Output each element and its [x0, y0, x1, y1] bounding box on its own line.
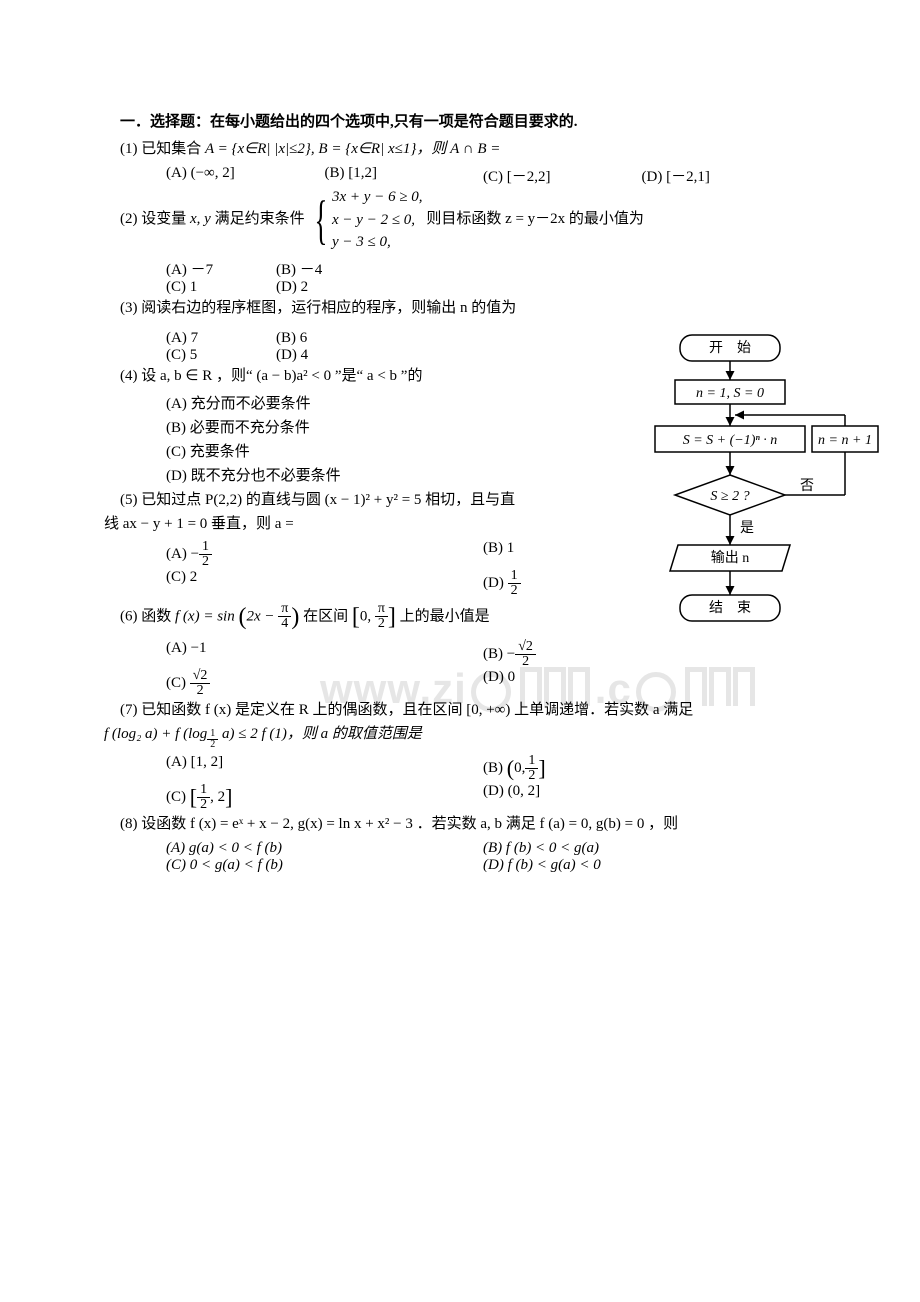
- q2-options-row2: (C) 1 (D) 2: [120, 279, 800, 296]
- q4-option-d: (D) 既不充分也不必要条件: [166, 464, 800, 488]
- q8-option-b: (B) f (b) < 0 < g(a): [483, 840, 800, 857]
- q2-constraint-2: x − y − 2 ≤ 0,: [332, 212, 415, 228]
- q3-options-row2: (C) 5 (D) 4: [120, 347, 800, 364]
- q6-option-c: (C) √22: [166, 669, 483, 698]
- q4-option-b: (B) 必要而不充分条件: [166, 416, 800, 440]
- q2-stem-prefix: (2) 设变量: [120, 211, 190, 227]
- q7-option-a: (A) [1, 2]: [166, 754, 483, 783]
- q8-options: (A) g(a) < 0 < f (b) (B) f (b) < 0 < g(a…: [120, 840, 800, 874]
- q7-option-d: (D) (0, 2]: [483, 783, 800, 812]
- q8-option-a: (A) g(a) < 0 < f (b): [166, 840, 483, 857]
- q1-options: (A) (−∞, 2] (B) [1,2] (C) [－2,2] (D) [－2…: [120, 165, 800, 186]
- q2-option-c: (C) 1: [166, 279, 276, 296]
- q5-option-a: (A) −12: [166, 540, 483, 569]
- q2-options-row1: (A) －7 (B) －4: [120, 258, 800, 279]
- q5-options: (A) −12 (B) 1 (C) 2 (D) 12: [120, 540, 800, 598]
- q4-option-c: (C) 充要条件: [166, 440, 800, 464]
- q2-constraint-1: 3x + y − 6 ≥ 0,: [332, 189, 423, 205]
- q4-options: (A) 充分而不必要条件 (B) 必要而不充分条件 (C) 充要条件 (D) 既…: [120, 392, 800, 488]
- q1-option-c: (C) [－2,2]: [483, 165, 642, 186]
- q6-option-d: (D) 0: [483, 669, 800, 698]
- q8-option-c: (C) 0 < g(a) < f (b): [166, 857, 483, 874]
- question-8: (8) 设函数 f (x) = eˣ + x − 2, g(x) = ln x …: [120, 812, 800, 836]
- question-5: (5) 已知过点 P(2,2) 的直线与圆 (x − 1)² + y² = 5 …: [120, 488, 800, 536]
- q2-stem-suffix: 则目标函数 z = y－2x 的最小值为: [426, 211, 644, 227]
- q6-option-a: (A) −1: [166, 640, 483, 669]
- q6-fx: f (x) = sin: [175, 608, 235, 624]
- q6-options: (A) −1 (B) −√22 (C) √22 (D) 0: [120, 640, 800, 698]
- q3-option-a: (A) 7: [166, 330, 276, 347]
- q7-option-c: (C) [12, 2]: [166, 783, 483, 812]
- q1-stem-prefix: (1) 已知集合: [120, 141, 205, 157]
- q7-line1: (7) 已知函数 f (x) 是定义在 R 上的偶函数，且在区间 [0, +∞)…: [120, 702, 693, 718]
- q2-xy: x, y: [190, 211, 211, 227]
- q2-stem-mid2: 满足约束条件: [211, 211, 305, 227]
- q2-option-b: (B) －4: [276, 258, 322, 279]
- q3-option-d: (D) 4: [276, 347, 308, 364]
- question-4: (4) 设 a, b ∈ R ，则“ (a − b)a² < 0 ”是“ a <…: [120, 364, 800, 388]
- q5-option-c: (C) 2: [166, 569, 483, 598]
- q5-option-d: (D) 12: [483, 569, 800, 598]
- q1-stem-math: A = {x∈R| |x|≤2}, B = {x∈R| x≤1}，则 A ∩ B…: [205, 141, 500, 157]
- question-3: (3) 阅读右边的程序框图，运行相应的程序，则输出 n 的值为: [120, 296, 800, 320]
- q6-option-b: (B) −√22: [483, 640, 800, 669]
- q5-line2: 线 ax − y + 1 = 0 垂直，则 a =: [104, 516, 294, 532]
- q4-option-a: (A) 充分而不必要条件: [166, 392, 800, 416]
- q2-constraint-3: y − 3 ≤ 0,: [332, 234, 391, 250]
- svg-text:n = n + 1: n = n + 1: [818, 433, 872, 448]
- q8-option-d: (D) f (b) < g(a) < 0: [483, 857, 800, 874]
- svg-text:否: 否: [800, 479, 814, 494]
- question-2: (2) 设变量 x, y 满足约束条件 { 3x + y − 6 ≥ 0, x …: [120, 186, 800, 254]
- q3-options-row1: (A) 7 (B) 6: [120, 330, 800, 347]
- question-7: (7) 已知函数 f (x) 是定义在 R 上的偶函数，且在区间 [0, +∞)…: [120, 698, 800, 750]
- q2-option-a: (A) －7: [166, 258, 276, 279]
- q6-prefix: (6) 函数: [120, 608, 175, 624]
- q5-line1: (5) 已知过点 P(2,2) 的直线与圆 (x − 1)² + y² = 5 …: [120, 492, 515, 508]
- q1-option-d: (D) [－2,1]: [642, 165, 801, 186]
- question-1: (1) 已知集合 A = {x∈R| |x|≤2}, B = {x∈R| x≤1…: [120, 137, 800, 161]
- q1-option-a: (A) (−∞, 2]: [166, 165, 325, 186]
- q7-option-b: (B) (0,12]: [483, 754, 800, 783]
- q4-stem: (4) 设 a, b ∈ R ，则“ (a − b)a² < 0 ”是“ a <…: [120, 368, 422, 384]
- q1-option-b: (B) [1,2]: [325, 165, 484, 186]
- q7-options: (A) [1, 2] (B) (0,12] (C) [12, 2] (D) (0…: [120, 754, 800, 812]
- q3-option-c: (C) 5: [166, 347, 276, 364]
- q2-option-d: (D) 2: [276, 279, 308, 296]
- question-6: (6) 函数 f (x) = sin (2x − π4) 在区间 [0, π2]…: [120, 598, 800, 636]
- section-heading: 一．选择题：在每小题给出的四个选项中,只有一项是符合题目要求的.: [120, 110, 800, 131]
- q3-option-b: (B) 6: [276, 330, 307, 347]
- q8-stem: (8) 设函数 f (x) = eˣ + x − 2, g(x) = ln x …: [120, 816, 678, 832]
- q5-option-b: (B) 1: [483, 540, 800, 569]
